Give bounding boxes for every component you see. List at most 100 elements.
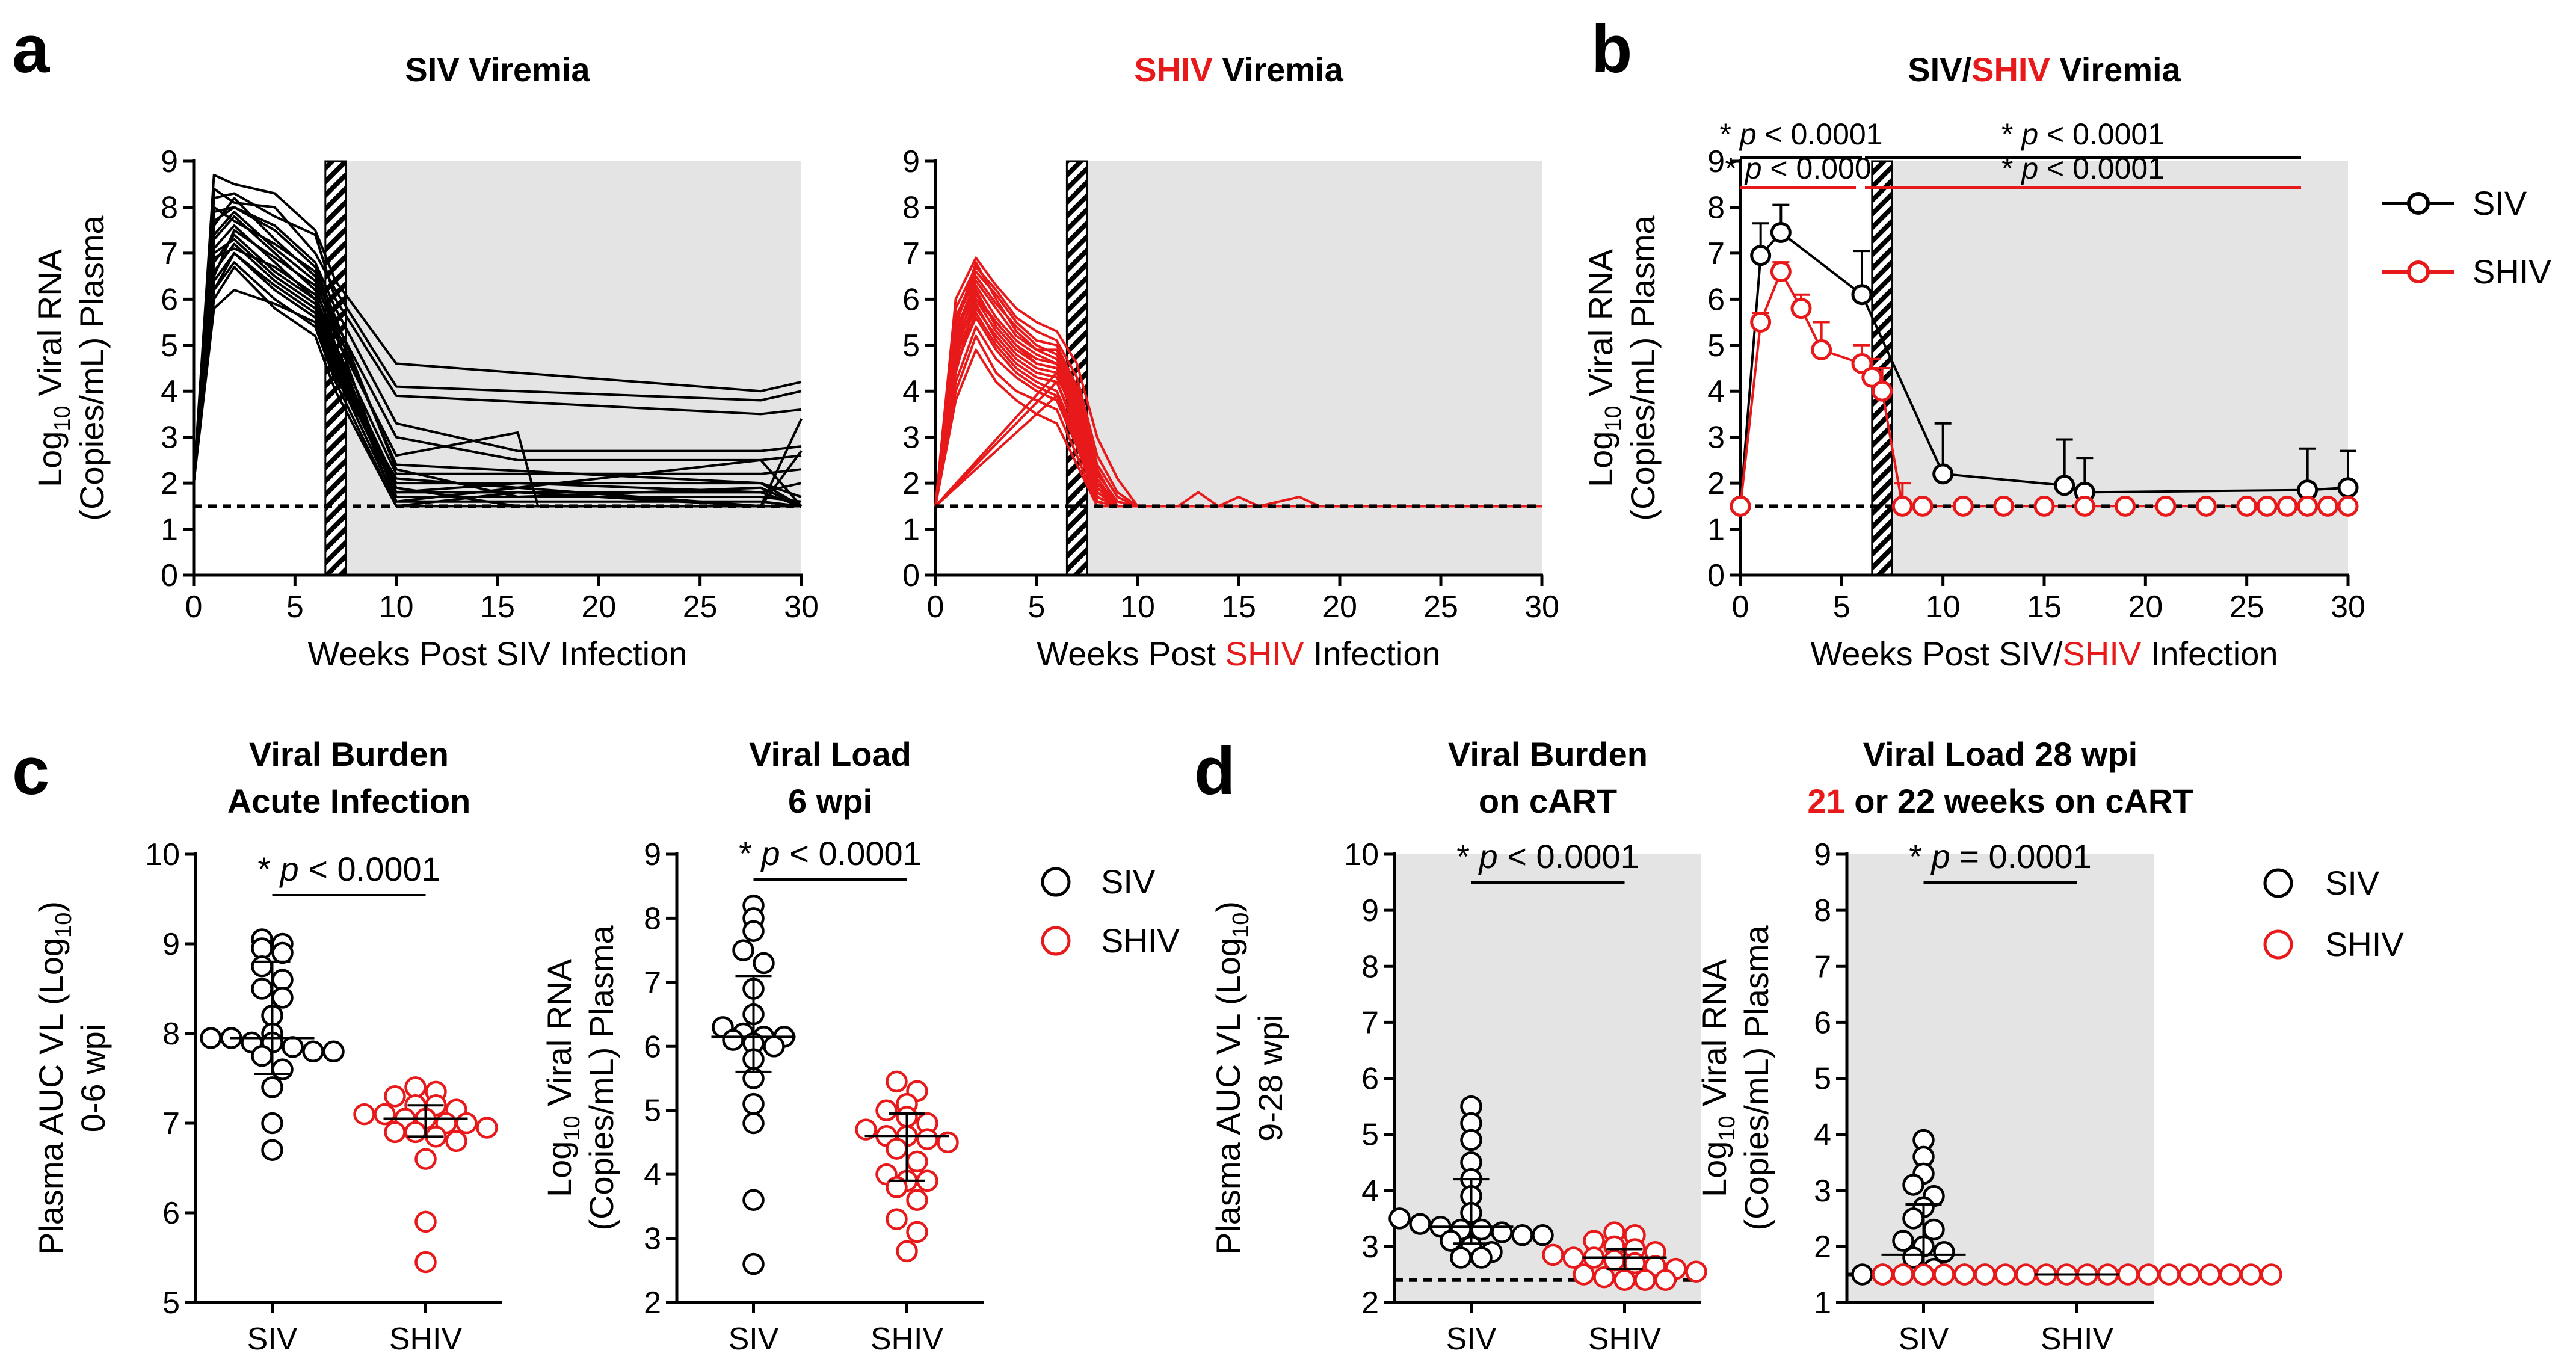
- data-point-siv: [753, 952, 775, 975]
- data-point-siv: [2054, 475, 2075, 496]
- data-point-shiv: [374, 1103, 396, 1126]
- y-tick-label: 6: [1707, 282, 1725, 317]
- data-point-shiv: [2236, 495, 2258, 517]
- x-axis-label-part: Infection: [1304, 635, 1440, 673]
- x-tick-label: 30: [2331, 590, 2365, 624]
- chart-title-part: or 22 weeks on cART: [1845, 782, 2193, 820]
- chart-title-part: SIV Viremia: [405, 51, 590, 88]
- data-point-siv: [251, 1045, 273, 1067]
- data-point-shiv: [1974, 1263, 1996, 1286]
- data-point-siv: [1750, 245, 1772, 266]
- p-value-p: p: [2020, 117, 2038, 151]
- x-tick-label: 5: [286, 590, 304, 624]
- data-point-siv: [1511, 1224, 1533, 1246]
- data-point-siv: [1409, 1213, 1431, 1235]
- y-axis-label-line1: Plasma AUC VL (Log10): [1209, 901, 1254, 1255]
- legend-shiv-marker: [2407, 260, 2430, 283]
- x-tick-label: 25: [2229, 590, 2264, 624]
- y-tick-label: 8: [1361, 949, 1379, 984]
- data-point-siv: [261, 1076, 283, 1098]
- y-tick-label: 0: [902, 558, 920, 593]
- cart-shaded-region: [1847, 854, 2154, 1302]
- data-point-shiv: [1593, 1266, 1615, 1289]
- chart-shiv-viremia: 0 1 2 3 4 5 6 7 8 9 0 5 10 15 20 25 30 SHIV Viremia Weeks …: [902, 51, 1559, 673]
- x-tick-label: 10: [379, 590, 414, 624]
- p-value-text: < 0.0001: [1498, 837, 1639, 875]
- art-shaded-region: [1087, 161, 1542, 575]
- data-point-shiv: [353, 1103, 375, 1126]
- panel-letter-b: b: [1591, 11, 1632, 87]
- y-tick-label: 8: [161, 190, 178, 225]
- data-point-shiv: [1912, 1263, 1935, 1286]
- y-tick-label: 8: [644, 901, 661, 936]
- chart-viral-burden-cart: 2 3 4 5 6 7 8 9 10 SIV SHIV * p < 0.0001 Viral Burde…: [1209, 735, 1707, 1357]
- data-point-shiv: [855, 1118, 877, 1141]
- data-point-shiv: [2074, 495, 2095, 517]
- data-point-siv: [261, 1112, 283, 1135]
- data-point-shiv: [2199, 1263, 2221, 1286]
- y-axis-label: Log10 Viral RNA (Copies/mL) Plasma: [1582, 215, 1662, 521]
- series-line-8: [193, 233, 802, 508]
- data-point-siv: [1470, 1246, 1493, 1269]
- y-tick-label: 4: [161, 374, 178, 409]
- y-axis-label: Plasma AUC VL (Log10)0-6 wpi: [32, 901, 112, 1255]
- data-point-siv: [1902, 1174, 1924, 1196]
- chart-title-line1: Viral Load: [749, 735, 911, 773]
- y-axis-label-rest: Viral RNA: [31, 248, 69, 405]
- p-value-text: < 0.0001: [299, 850, 440, 888]
- p-value-text: < 0.0001: [2038, 117, 2165, 151]
- data-point-shiv: [414, 1210, 437, 1233]
- p-value-p: p: [1739, 117, 1757, 151]
- y-axis-label-line1: Log10 Viral RNA: [1695, 958, 1740, 1197]
- p-value-star: *: [2001, 117, 2021, 151]
- series-line-3: [934, 270, 1542, 508]
- y-tick-label: 1: [1707, 513, 1725, 547]
- chart-title-red-part: SHIV: [1134, 51, 1213, 88]
- p-value-star: *: [2001, 152, 2021, 185]
- x-axis-label: Weeks Post SIV/SHIV Infection: [1810, 635, 2278, 673]
- legend-siv-label: SIV: [2473, 184, 2527, 222]
- x-tick-label: 15: [1221, 590, 1256, 624]
- data-point-shiv: [404, 1121, 427, 1144]
- chart-siv-shiv-viremia: 0 1 2 3 4 5 6 7 8 9 0 5 10 15 20 25 30 SIV/SHIV Viremia We…: [1582, 51, 2365, 673]
- p-value-star: *: [1725, 152, 1745, 185]
- y-tick-label: 10: [145, 837, 180, 872]
- data-point-shiv: [2155, 495, 2177, 517]
- data-point-shiv: [2033, 495, 2055, 517]
- y-tick-label: 9: [1814, 837, 1831, 872]
- series-line-16: [193, 211, 803, 507]
- data-point-shiv: [1634, 1269, 1656, 1291]
- data-point-shiv: [1953, 1263, 1976, 1286]
- y-axis-label-line2: 0-6 wpi: [74, 1024, 112, 1133]
- x-tick-label: SIV: [1899, 1322, 1949, 1357]
- y-axis-label-subscript: 10: [1601, 405, 1626, 431]
- chart-title-red-part: SHIV: [1971, 51, 2050, 88]
- data-point-shiv: [1654, 1269, 1677, 1291]
- y-tick-label: 4: [1814, 1118, 1831, 1153]
- legend-b: SIV SHIV: [2382, 184, 2551, 291]
- data-point-shiv: [476, 1117, 498, 1139]
- data-point-shiv: [1770, 260, 1792, 282]
- y-axis-label: Plasma AUC VL (Log10)9-28 wpi: [1209, 901, 1289, 1255]
- p-value-label: * p = 0.0001: [1909, 837, 2092, 875]
- x-tick-label: 20: [581, 590, 616, 624]
- y-axis-label-line2: (Copies/mL) Plasma: [582, 925, 620, 1231]
- legend-d-shiv-marker: [2263, 929, 2293, 960]
- data-point-siv: [322, 1040, 345, 1063]
- data-point-shiv: [2195, 495, 2217, 517]
- series-line-4: [193, 206, 802, 484]
- chart-viral-burden-acute: 5 6 7 8 9 10 SIV SHIV * p < 0.0001 Viral Burden Ac…: [32, 735, 502, 1357]
- x-tick-label: 0: [185, 590, 203, 624]
- p-value-label: * p < 0.0001: [257, 850, 440, 888]
- x-axis-label-part: Infection: [2141, 635, 2278, 673]
- data-point-siv: [1532, 1224, 1554, 1246]
- y-tick-label: 6: [162, 1196, 180, 1231]
- data-point-shiv: [1613, 1269, 1636, 1291]
- y-axis-label-subscript: 10: [1228, 913, 1254, 938]
- legend-d-shiv-label: SHIV: [2325, 925, 2404, 963]
- x-tick-label: 25: [683, 590, 718, 624]
- y-tick-label: 6: [1814, 1005, 1831, 1040]
- y-axis-label-subscript: 10: [51, 913, 76, 938]
- y-axis-label-rest: ): [32, 901, 70, 913]
